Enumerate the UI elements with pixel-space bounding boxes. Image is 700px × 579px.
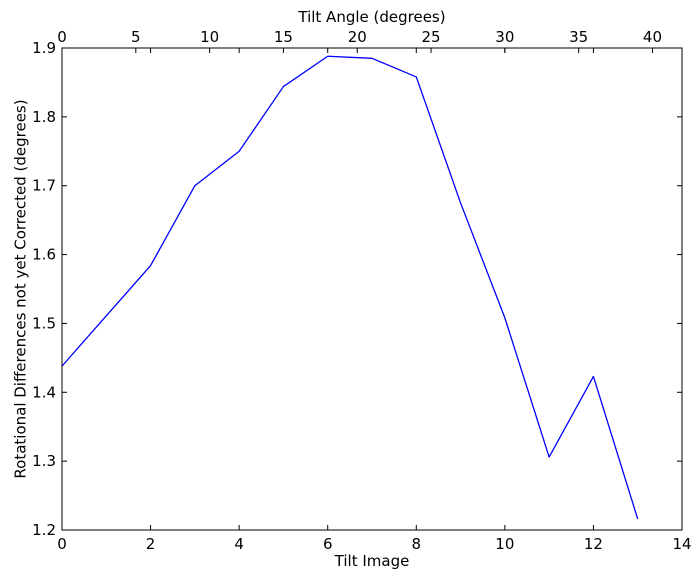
series-layer bbox=[61, 55, 639, 520]
top-x-tick-label: 35 bbox=[569, 28, 588, 46]
y-tick-label: 1.4 bbox=[32, 383, 56, 401]
x-tick-label: 0 bbox=[57, 535, 67, 553]
x-axis-title: Tilt Image bbox=[334, 552, 410, 570]
series-line bbox=[61, 55, 639, 520]
top-x-tick-label: 15 bbox=[274, 28, 293, 46]
y-tick-label: 1.8 bbox=[32, 108, 56, 126]
y-axis-title: Rotational Differences not yet Corrected… bbox=[12, 99, 30, 478]
y-tick-label: 1.6 bbox=[32, 246, 56, 264]
top-x-tick-label: 40 bbox=[643, 28, 662, 46]
y-tick-label: 1.9 bbox=[32, 39, 56, 57]
x-tick-label: 6 bbox=[323, 535, 333, 553]
top-x-axis-title: Tilt Angle (degrees) bbox=[297, 8, 445, 26]
top-x-tick-label: 5 bbox=[131, 28, 141, 46]
top-x-tick-label: 25 bbox=[422, 28, 441, 46]
x-tick-label: 4 bbox=[234, 535, 244, 553]
top-x-tick-label: 30 bbox=[495, 28, 514, 46]
plot-frame bbox=[61, 47, 683, 531]
y-tick-label: 1.5 bbox=[32, 314, 56, 332]
x-tick-label: 10 bbox=[495, 535, 514, 553]
ticks-layer: 0 2 4 6 8 10 12 14 0 5 10 15 20 25 30 35 40 1.2 1.3 1.4 1.5 1… bbox=[32, 28, 691, 553]
y-tick-label: 1.3 bbox=[32, 452, 56, 470]
y-tick-label: 1.7 bbox=[32, 177, 56, 195]
x-tick-label: 12 bbox=[584, 535, 603, 553]
x-tick-label: 8 bbox=[412, 535, 422, 553]
y-tick-label: 1.2 bbox=[32, 521, 56, 539]
top-x-tick-label: 10 bbox=[200, 28, 219, 46]
top-x-tick-label: 20 bbox=[348, 28, 367, 46]
x-tick-label: 14 bbox=[672, 535, 691, 553]
top-x-tick-label: 0 bbox=[57, 28, 67, 46]
x-tick-label: 2 bbox=[146, 535, 156, 553]
